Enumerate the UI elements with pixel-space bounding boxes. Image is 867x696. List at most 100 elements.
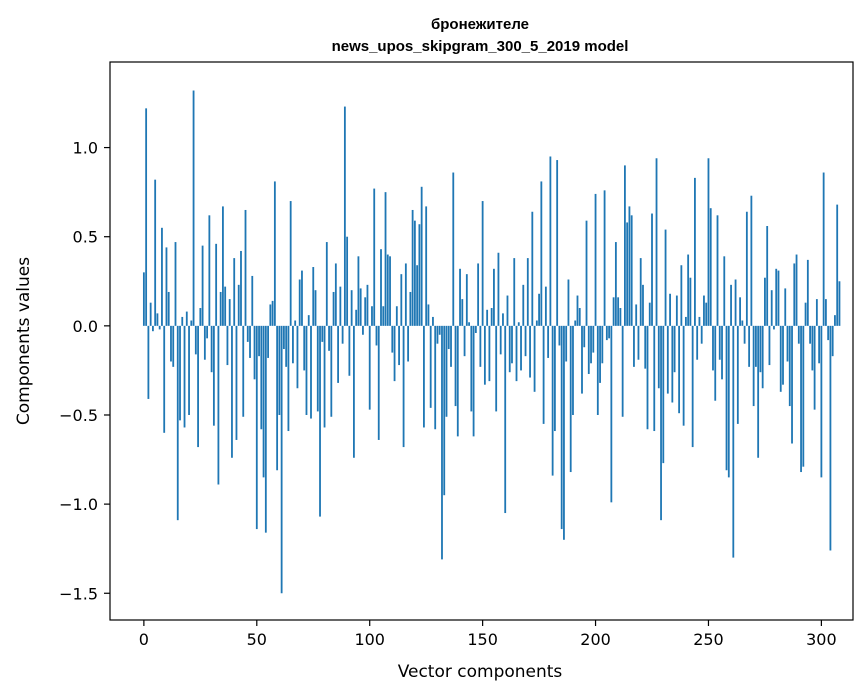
bar <box>224 286 227 326</box>
bar <box>592 325 595 353</box>
bar <box>375 325 378 346</box>
bar <box>707 158 710 326</box>
bar <box>366 284 369 326</box>
bar <box>815 299 818 326</box>
bar <box>228 299 231 326</box>
bar <box>310 325 312 419</box>
bar <box>834 315 836 326</box>
bar <box>325 242 328 326</box>
bar <box>836 204 839 326</box>
bar <box>364 297 367 326</box>
x-tick-label: 0 <box>139 630 149 649</box>
bar <box>142 272 145 326</box>
bar <box>483 325 486 385</box>
bar <box>662 325 665 464</box>
bar <box>400 274 403 326</box>
bar <box>199 308 202 326</box>
bar <box>273 181 276 326</box>
bar <box>413 220 416 326</box>
bar <box>793 263 796 326</box>
x-axis: 0 50 100 150 200 250 300 <box>139 620 837 649</box>
bar <box>461 299 464 326</box>
bar <box>165 247 168 326</box>
bar <box>675 295 678 326</box>
bar <box>709 208 712 326</box>
bar <box>384 192 387 326</box>
bar <box>194 325 197 355</box>
bar <box>174 242 177 326</box>
bar <box>703 295 705 326</box>
bar <box>578 308 581 326</box>
bar <box>777 270 780 326</box>
bar <box>382 306 385 326</box>
bar <box>423 325 425 428</box>
bar <box>377 325 380 440</box>
x-tick-label: 50 <box>247 630 267 649</box>
bar <box>628 206 631 326</box>
chart-subtitle: news_upos_skipgram_300_5_2019 model <box>332 38 629 55</box>
bar <box>271 300 274 326</box>
bar <box>445 325 448 417</box>
bar <box>567 279 570 326</box>
bar <box>712 325 714 371</box>
bar <box>680 265 683 326</box>
bar <box>260 325 263 430</box>
bar <box>206 325 209 339</box>
bar <box>233 258 236 326</box>
bar <box>332 291 335 326</box>
bar <box>750 195 753 326</box>
bar <box>574 320 577 326</box>
bar <box>544 286 547 326</box>
bar <box>373 188 376 326</box>
bar <box>585 220 588 326</box>
bar <box>330 325 333 417</box>
bar <box>563 325 565 540</box>
bar <box>380 249 382 326</box>
bar <box>395 306 398 326</box>
bar <box>549 156 552 326</box>
bar <box>766 226 769 326</box>
bar <box>596 325 599 415</box>
bar <box>269 304 272 326</box>
bar <box>170 325 172 362</box>
bar <box>504 325 507 514</box>
bar <box>718 325 721 360</box>
bar <box>359 288 362 326</box>
bar <box>474 325 477 333</box>
bar <box>477 263 480 326</box>
bar <box>759 325 762 373</box>
x-tick-label: 150 <box>467 630 498 649</box>
bar <box>694 177 696 326</box>
bar <box>312 267 315 326</box>
bar <box>648 302 651 326</box>
bar <box>307 315 310 326</box>
bar <box>633 325 635 367</box>
bar <box>569 325 572 473</box>
bar <box>829 325 832 551</box>
bar <box>407 325 410 362</box>
bar <box>684 316 687 326</box>
bar <box>603 190 606 326</box>
bar <box>734 279 737 326</box>
bar <box>499 325 502 355</box>
bar <box>386 254 389 326</box>
bar <box>806 259 809 326</box>
bar <box>533 325 536 392</box>
bar <box>161 227 163 326</box>
bar <box>741 320 744 326</box>
bar <box>217 325 220 485</box>
bar <box>425 206 428 326</box>
bar <box>452 172 455 326</box>
bar <box>368 325 371 410</box>
bar <box>447 325 450 350</box>
bar <box>389 256 391 326</box>
bar <box>404 263 407 326</box>
bar <box>531 211 534 326</box>
bar <box>249 325 251 358</box>
bar <box>328 325 330 351</box>
bar <box>441 325 443 560</box>
y-tick-label: 0.0 <box>73 317 98 336</box>
y-axis: 1.0 0.5 0.0 −0.5 −1.0 −1.5 <box>59 139 110 603</box>
bar <box>752 325 755 407</box>
